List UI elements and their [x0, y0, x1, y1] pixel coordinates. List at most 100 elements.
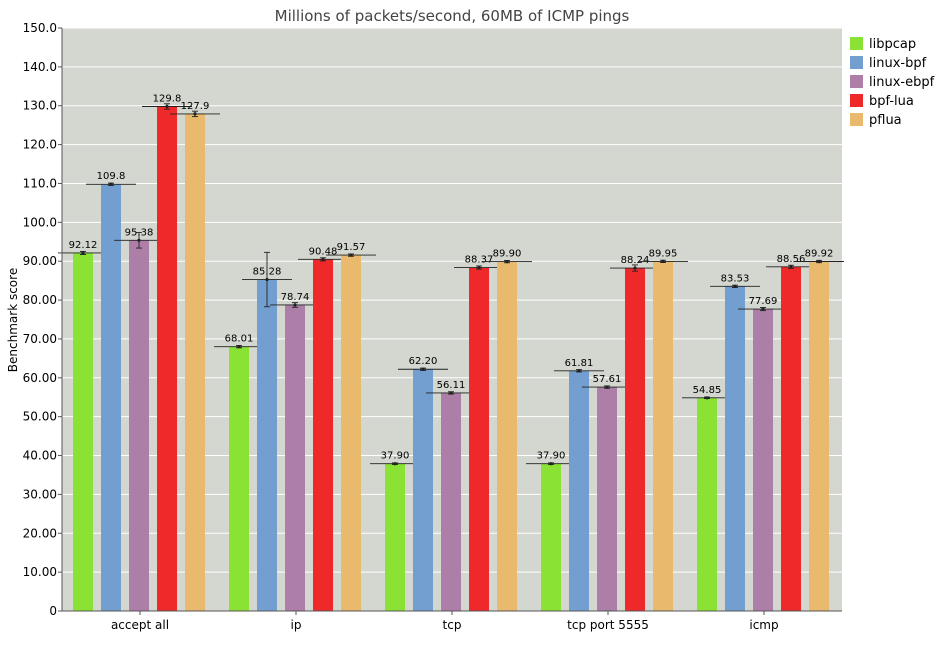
- legend-swatch-linux-ebpf: [850, 75, 863, 88]
- data-label: 89.92: [805, 249, 834, 260]
- mean-marker: [237, 345, 241, 349]
- legend-swatch-linux-bpf: [850, 56, 863, 69]
- mean-marker: [449, 391, 453, 395]
- bar-linux-ebpf: [285, 304, 305, 611]
- mean-marker: [549, 462, 553, 466]
- legend-label-linux-ebpf: linux-ebpf: [869, 75, 935, 90]
- mean-marker: [633, 266, 637, 270]
- bar-linux-bpf: [725, 286, 745, 611]
- bar-linux-ebpf: [129, 240, 149, 611]
- mean-marker: [705, 396, 709, 400]
- y-tick-label: 110.0: [23, 176, 57, 190]
- x-tick-label: tcp: [443, 618, 462, 632]
- data-label: 127.9: [181, 101, 210, 112]
- bar-libpcap: [73, 252, 93, 611]
- data-label: 78.74: [281, 292, 310, 303]
- mean-marker: [193, 112, 197, 116]
- y-tick-label: 50.00: [23, 410, 57, 424]
- bar-pflua: [185, 113, 205, 612]
- mean-marker: [505, 259, 509, 264]
- legend-label-linux-bpf: linux-bpf: [869, 56, 927, 71]
- bar-linux-bpf: [569, 370, 589, 611]
- legend: libpcap linux-bpf linux-ebpf bpf-lua pflua: [850, 37, 935, 128]
- data-label: 56.11: [437, 380, 466, 391]
- legend-label-libpcap: libpcap: [869, 37, 916, 52]
- data-label: 85.28: [253, 267, 282, 278]
- y-tick-label: 40.00: [23, 449, 57, 463]
- mean-marker: [265, 277, 269, 282]
- data-label: 89.95: [649, 248, 678, 259]
- mean-marker: [605, 385, 609, 389]
- data-label: 95.38: [125, 227, 154, 238]
- data-label: 92.12: [69, 240, 98, 251]
- mean-marker: [321, 257, 325, 261]
- bar-linux-bpf: [257, 279, 277, 611]
- x-tick-label: icmp: [749, 618, 778, 632]
- data-label: 37.90: [381, 451, 410, 462]
- data-label: 37.90: [537, 451, 566, 462]
- y-tick-label: 120.0: [23, 138, 57, 152]
- bar-bpf-lua: [469, 267, 489, 611]
- data-label: 88.24: [621, 255, 650, 266]
- y-tick-label: 20.00: [23, 526, 57, 540]
- bar-libpcap: [229, 346, 249, 611]
- legend-label-bpf-lua: bpf-lua: [869, 94, 914, 109]
- data-label: 91.57: [337, 242, 366, 253]
- data-label: 89.90: [493, 249, 522, 260]
- data-label: 88.37: [465, 255, 494, 266]
- mean-marker: [661, 259, 665, 263]
- bar-bpf-lua: [157, 106, 177, 611]
- y-tick-label: 10.00: [23, 565, 57, 579]
- y-tick-label: 150.0: [23, 21, 57, 35]
- mean-marker: [393, 462, 397, 466]
- mean-marker: [81, 251, 85, 255]
- bar-pflua: [809, 261, 829, 611]
- data-label: 54.85: [693, 385, 722, 396]
- data-label: 57.61: [593, 374, 622, 385]
- bar-bpf-lua: [313, 259, 333, 611]
- mean-marker: [733, 284, 737, 288]
- x-tick-label: ip: [291, 618, 302, 632]
- data-label: 83.53: [721, 273, 750, 284]
- data-label: 61.81: [565, 358, 594, 369]
- mean-marker: [577, 369, 581, 373]
- data-label: 77.69: [749, 296, 778, 307]
- data-label: 129.8: [153, 94, 182, 105]
- legend-swatch-libpcap: [850, 37, 863, 50]
- mean-marker: [109, 182, 113, 186]
- mean-marker: [137, 238, 141, 242]
- bar-libpcap: [697, 397, 717, 611]
- data-label: 62.20: [409, 356, 438, 367]
- mean-marker: [293, 303, 297, 307]
- x-tick-label: accept all: [111, 618, 169, 632]
- data-label: 68.01: [225, 334, 254, 345]
- x-tick-labels: accept all ip tcp tcp port 5555 icmp: [111, 611, 779, 632]
- y-tick-label: 90.00: [23, 254, 57, 268]
- data-label: 90.48: [309, 246, 338, 257]
- y-tick-label: 130.0: [23, 99, 57, 113]
- y-tick-label: 80.00: [23, 293, 57, 307]
- legend-swatch-pflua: [850, 113, 863, 126]
- bar-linux-bpf: [101, 184, 121, 611]
- bar-pflua: [341, 255, 361, 611]
- y-tick-label: 30.00: [23, 487, 57, 501]
- bar-linux-ebpf: [597, 387, 617, 611]
- y-tick-label: 100.0: [23, 215, 57, 229]
- bar-group-icmp: 54.85 83.53 77.69 88.56 89.92: [682, 249, 844, 611]
- bar-linux-bpf: [413, 369, 433, 611]
- legend-swatch-bpf-lua: [850, 94, 863, 107]
- bar-libpcap: [385, 463, 405, 611]
- bar-pflua: [497, 261, 517, 611]
- bar-bpf-lua: [781, 266, 801, 611]
- y-tick-label: 140.0: [23, 60, 57, 74]
- bar-linux-ebpf: [441, 392, 461, 611]
- mean-marker: [421, 367, 425, 371]
- mean-marker: [349, 253, 353, 257]
- x-tick-label: tcp port 5555: [567, 618, 649, 632]
- y-tick-label: 70.00: [23, 332, 57, 346]
